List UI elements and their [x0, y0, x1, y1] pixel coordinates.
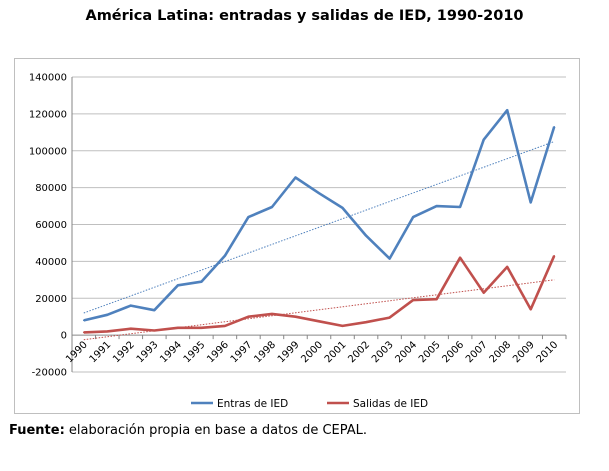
y-tick-label: 0 — [61, 331, 67, 342]
data-point — [153, 309, 156, 312]
data-point — [529, 308, 532, 311]
data-point — [82, 319, 85, 322]
data-point — [130, 304, 132, 307]
data-point — [341, 325, 344, 327]
data-point — [553, 125, 556, 128]
x-tick-label: 2008 — [488, 339, 514, 365]
data-point — [388, 257, 391, 260]
x-tick-label: 1998 — [252, 339, 278, 365]
x-tick-label: 1993 — [135, 339, 161, 365]
x-tick-label: 2003 — [370, 339, 396, 365]
data-point — [271, 313, 273, 315]
data-point — [459, 256, 461, 259]
y-tick-label: 60000 — [35, 220, 67, 231]
data-point — [365, 321, 367, 324]
data-point — [106, 314, 109, 316]
chart-area: -20000 0 20000 40000 60000 80000 100000 120000 1… — [14, 58, 580, 414]
data-point — [153, 329, 156, 332]
data-point — [318, 320, 320, 323]
data-point — [294, 315, 297, 318]
y-tick-label: 140000 — [29, 73, 67, 84]
data-point — [553, 255, 556, 257]
data-point — [435, 298, 438, 300]
legend-label: Entras de IED — [217, 398, 288, 410]
x-tick-label: 2000 — [299, 339, 325, 365]
trend-line — [83, 141, 555, 314]
source-label: Fuente: — [9, 423, 65, 438]
y-tick-label: 80000 — [35, 183, 67, 194]
x-tick-label: 2004 — [393, 339, 419, 365]
data-point — [459, 206, 461, 208]
x-tick-label: 1990 — [64, 339, 90, 365]
x-tick-label: 2005 — [417, 339, 443, 365]
data-point — [247, 315, 250, 318]
x-tick-label: 1999 — [276, 339, 302, 365]
data-point — [177, 326, 179, 329]
x-tick-label: 1992 — [111, 339, 137, 365]
data-point — [482, 138, 485, 141]
data-point — [341, 207, 344, 209]
chart-title: América Latina: entradas y salidas de IE… — [85, 8, 524, 24]
data-point — [130, 327, 132, 330]
data-point — [177, 284, 179, 287]
data-point — [294, 176, 297, 179]
data-point — [224, 255, 226, 257]
x-tick-label: 2010 — [535, 339, 561, 365]
data-point — [529, 201, 532, 204]
y-tick-label: 100000 — [29, 146, 67, 157]
source-text: elaboración propia en base a datos de CE… — [64, 423, 368, 438]
data-point — [271, 206, 273, 208]
data-point — [412, 299, 414, 301]
y-tick-label: 40000 — [35, 257, 67, 268]
data-point — [318, 192, 320, 194]
data-point — [200, 280, 203, 283]
x-tick-label: 2007 — [464, 339, 490, 365]
x-tick-label: 2002 — [346, 339, 372, 365]
legend-label: Salidas de IED — [353, 398, 428, 410]
x-tick-label: 2001 — [323, 339, 349, 365]
line-chart: -20000 0 20000 40000 60000 80000 100000 120000 1… — [29, 73, 567, 410]
legend-item: Salidas de IED — [327, 398, 428, 410]
y-tick-label: -20000 — [32, 368, 67, 379]
data-point — [106, 330, 109, 333]
trend-line — [83, 279, 555, 341]
data-point — [200, 326, 203, 329]
x-tick-label: 1995 — [182, 339, 208, 365]
source-note: Fuente: elaboración propia en base a dat… — [9, 423, 367, 438]
y-tick-label: 20000 — [35, 294, 67, 305]
x-tick-label: 1994 — [158, 339, 184, 365]
x-tick-label: 1997 — [229, 339, 255, 365]
y-tick-label: 120000 — [29, 109, 67, 120]
data-point — [224, 325, 226, 327]
data-point — [435, 205, 438, 207]
data-point — [506, 109, 508, 111]
data-point — [412, 216, 414, 218]
data-point — [247, 216, 250, 218]
x-tick-label: 1996 — [205, 339, 231, 365]
x-tick-label: 2009 — [511, 339, 537, 365]
legend-item: Entras de IED — [191, 398, 288, 410]
data-point — [388, 316, 391, 319]
x-tick-label: 1991 — [88, 339, 114, 365]
data-point — [365, 234, 367, 237]
x-tick-label: 2006 — [440, 339, 466, 365]
data-point — [482, 291, 485, 294]
data-point — [506, 266, 508, 268]
data-point — [82, 331, 85, 334]
